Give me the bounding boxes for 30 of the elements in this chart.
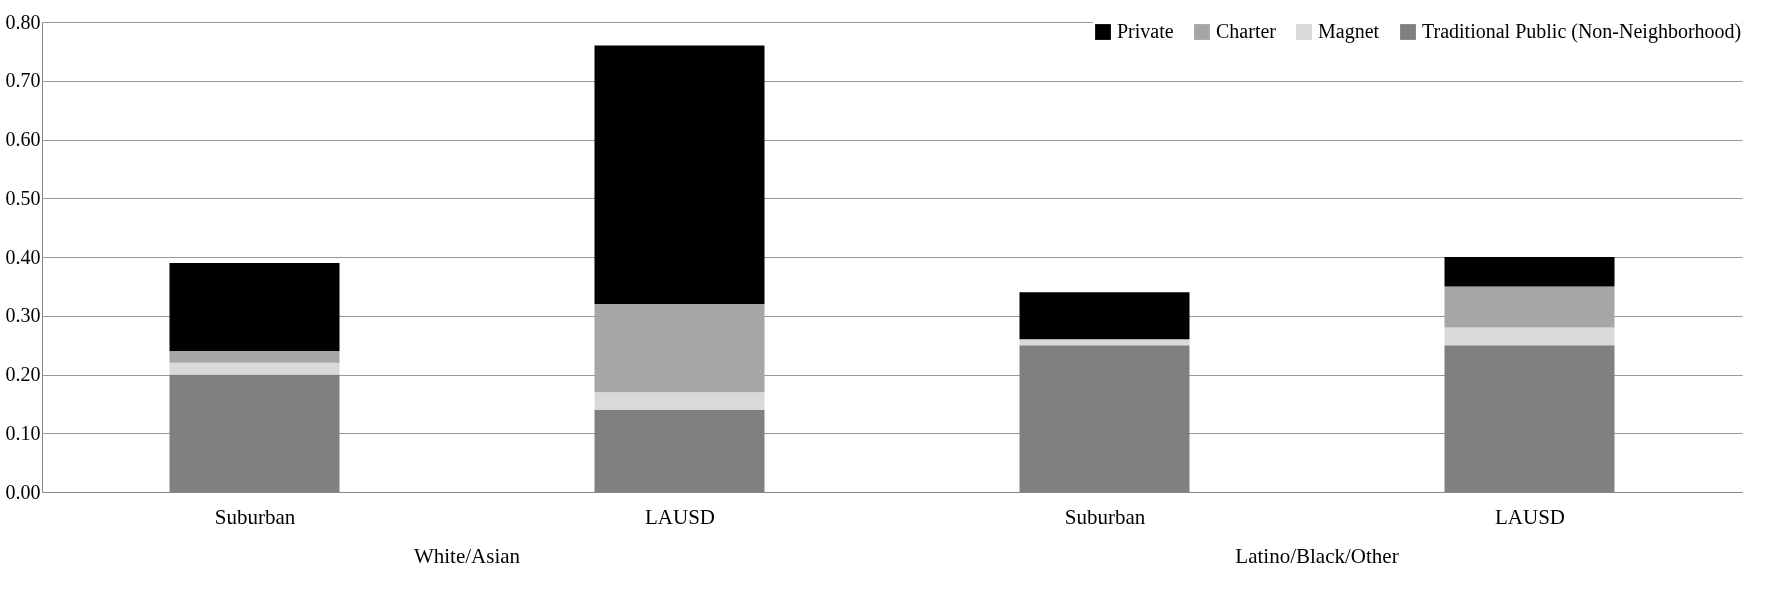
y-tick-label: 0.70 [5,69,41,92]
bar [594,45,765,304]
bar [169,262,340,351]
x-tick-label: LAUSD [1494,504,1566,529]
y-tick-label: 0.10 [5,421,41,444]
y-tick-label: 0.30 [5,304,41,327]
text: White/Asian [413,544,521,568]
y-tick-label: 0.20 [5,363,41,385]
y-tick-label: 0.60 [5,128,41,150]
bar [594,304,765,393]
y-tick-label: 0.40 [5,245,41,268]
legend-label: Private [1117,20,1174,42]
bar [1019,292,1190,340]
y-tick-label: 0.00 [5,480,41,503]
x-tick-label: Suburban [1064,504,1146,529]
x-tick-label: LAUSD [644,504,716,529]
legend-label: Traditional Public (Non-Neighborhood) [1422,20,1742,43]
y-tick-label: 0.80 [5,10,41,33]
bar [594,392,765,410]
bar [169,362,340,375]
bar [1444,257,1615,287]
bar [169,351,340,363]
x-tick-label: Suburban [214,504,296,529]
y-tick-label: 0.50 [5,186,41,209]
text: Latino/Black/Other [1235,544,1399,568]
bar [1444,327,1615,346]
legend-label: Charter [1216,20,1277,42]
legend-label: Magnet [1318,20,1380,43]
bar [1444,286,1615,328]
bar [1019,339,1190,346]
